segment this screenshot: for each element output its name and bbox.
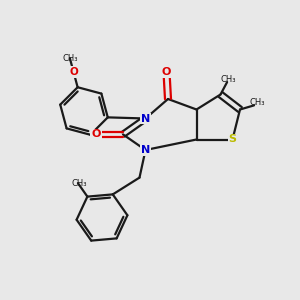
Text: O: O <box>69 67 78 77</box>
Text: O: O <box>91 129 101 140</box>
Text: O: O <box>162 67 171 77</box>
Text: CH₃: CH₃ <box>62 54 78 63</box>
Text: CH₃: CH₃ <box>221 75 236 84</box>
Text: S: S <box>229 134 236 145</box>
Text: CH₃: CH₃ <box>250 98 266 107</box>
Text: N: N <box>141 145 150 155</box>
Text: N: N <box>141 113 150 124</box>
Text: CH₃: CH₃ <box>72 178 87 188</box>
